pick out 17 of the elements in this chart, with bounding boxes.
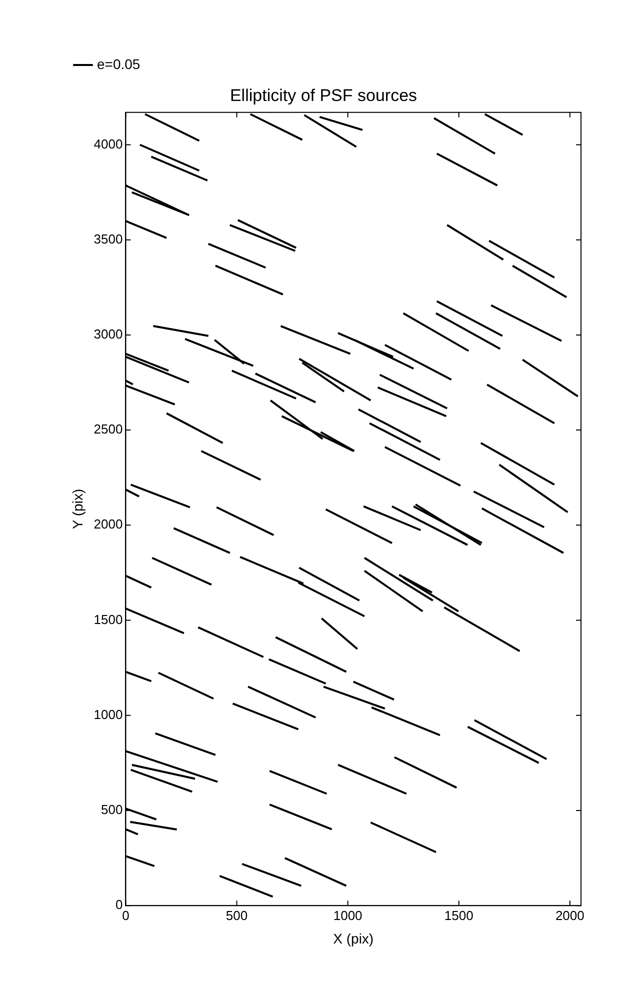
y-tick-label: 2000 [94, 516, 123, 532]
y-tick-label: 3000 [94, 326, 123, 342]
y-tick-label: 500 [101, 802, 123, 818]
y-tick-label: 1500 [94, 612, 123, 627]
x-tick-label: 1500 [444, 908, 474, 923]
x-tick-label: 2000 [555, 908, 584, 923]
legend-label: e=0.05 [97, 56, 140, 72]
y-tick-label: 1000 [94, 706, 123, 722]
y-tick-label: 3500 [94, 231, 123, 246]
y-tick-label: 4000 [94, 136, 123, 152]
x-tick-label: 500 [226, 908, 248, 923]
x-tick-label: 1000 [333, 908, 362, 923]
y-tick-label: 0 [115, 897, 123, 912]
y-tick-label: 2500 [94, 422, 123, 437]
chart-title: Ellipticity of PSF sources [230, 86, 418, 105]
x-axis-title: X (pix) [333, 930, 374, 946]
y-axis-title: Y (pix) [69, 488, 86, 530]
